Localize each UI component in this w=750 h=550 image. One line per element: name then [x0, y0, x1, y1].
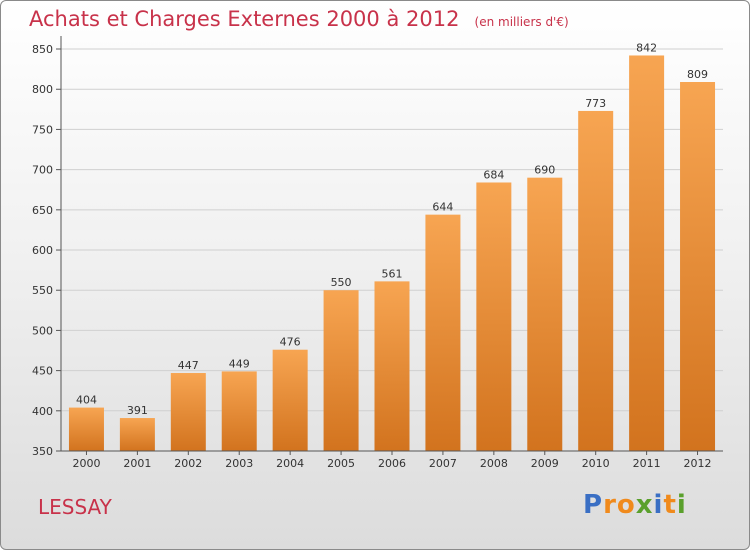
x-tick-label: 2003: [225, 457, 253, 470]
bar: [68, 407, 104, 451]
x-tick-label: 2012: [684, 457, 712, 470]
bar: [170, 373, 206, 451]
logo-letter: r: [603, 490, 617, 520]
y-tick-label: 350: [32, 445, 53, 458]
y-tick-label: 650: [32, 204, 53, 217]
y-tick-label: 750: [32, 123, 53, 136]
logo-letter: P: [583, 490, 604, 520]
y-tick-label: 500: [32, 324, 53, 337]
y-tick-label: 700: [32, 164, 53, 177]
x-tick-label: 2011: [633, 457, 661, 470]
bar: [323, 290, 359, 451]
bar: [221, 371, 257, 451]
bar-value-label: 561: [382, 267, 403, 280]
x-tick-label: 2001: [123, 457, 151, 470]
chart-subtitle: (en milliers d'€): [474, 15, 569, 29]
title-row: Achats et Charges Externes 2000 à 2012 (…: [29, 7, 569, 31]
commune-name: LESSAY: [38, 495, 112, 519]
bar: [272, 349, 308, 451]
y-tick-label: 600: [32, 244, 53, 257]
chart-title: Achats et Charges Externes 2000 à 2012: [29, 7, 460, 31]
x-tick-label: 2010: [582, 457, 610, 470]
logo-letter: i: [676, 490, 687, 520]
x-tick-label: 2006: [378, 457, 406, 470]
bar-value-label: 684: [483, 168, 504, 181]
x-tick-label: 2004: [276, 457, 304, 470]
bar-value-label: 690: [534, 164, 555, 177]
x-tick-label: 2008: [480, 457, 508, 470]
x-tick-label: 2009: [531, 457, 559, 470]
bar-value-label: 449: [229, 357, 250, 370]
logo-letter: o: [616, 490, 636, 520]
bar-value-label: 550: [331, 276, 352, 289]
y-tick-label: 850: [32, 43, 53, 56]
y-tick-label: 800: [32, 83, 53, 96]
logo-letter: x: [635, 490, 654, 520]
bar-value-label: 476: [280, 336, 301, 349]
bar-value-label: 447: [178, 359, 199, 372]
bar: [425, 214, 461, 451]
bar: [680, 82, 716, 451]
x-tick-label: 2007: [429, 457, 457, 470]
y-tick-label: 450: [32, 365, 53, 378]
bar: [629, 55, 665, 452]
bar: [374, 281, 410, 451]
x-tick-label: 2000: [72, 457, 100, 470]
bar-value-label: 404: [76, 394, 97, 407]
bar-value-label: 391: [127, 404, 148, 417]
bar-value-label: 644: [432, 201, 453, 214]
bar-layer: 404 391 447 449 476 550 561 644 684 690 773 842 809: [68, 41, 716, 452]
bar: [527, 177, 563, 451]
bar-value-label: 773: [585, 97, 606, 110]
axis-layer: 350 400 450 500 550 600 650 700 750 800 850 2000 200…: [32, 36, 723, 470]
y-tick-label: 550: [32, 284, 53, 297]
x-tick-label: 2002: [174, 457, 202, 470]
x-tick-label: 2005: [327, 457, 355, 470]
proxiti-logo[interactable]: Proxiti: [583, 490, 687, 520]
y-tick-label: 400: [32, 405, 53, 418]
bar-value-label: 809: [687, 68, 708, 81]
logo-letter: t: [663, 490, 677, 520]
bar: [476, 182, 512, 452]
bar: [119, 418, 155, 451]
bar-value-label: 842: [636, 41, 657, 54]
logo-letter: i: [653, 490, 664, 520]
bar: [578, 110, 614, 452]
